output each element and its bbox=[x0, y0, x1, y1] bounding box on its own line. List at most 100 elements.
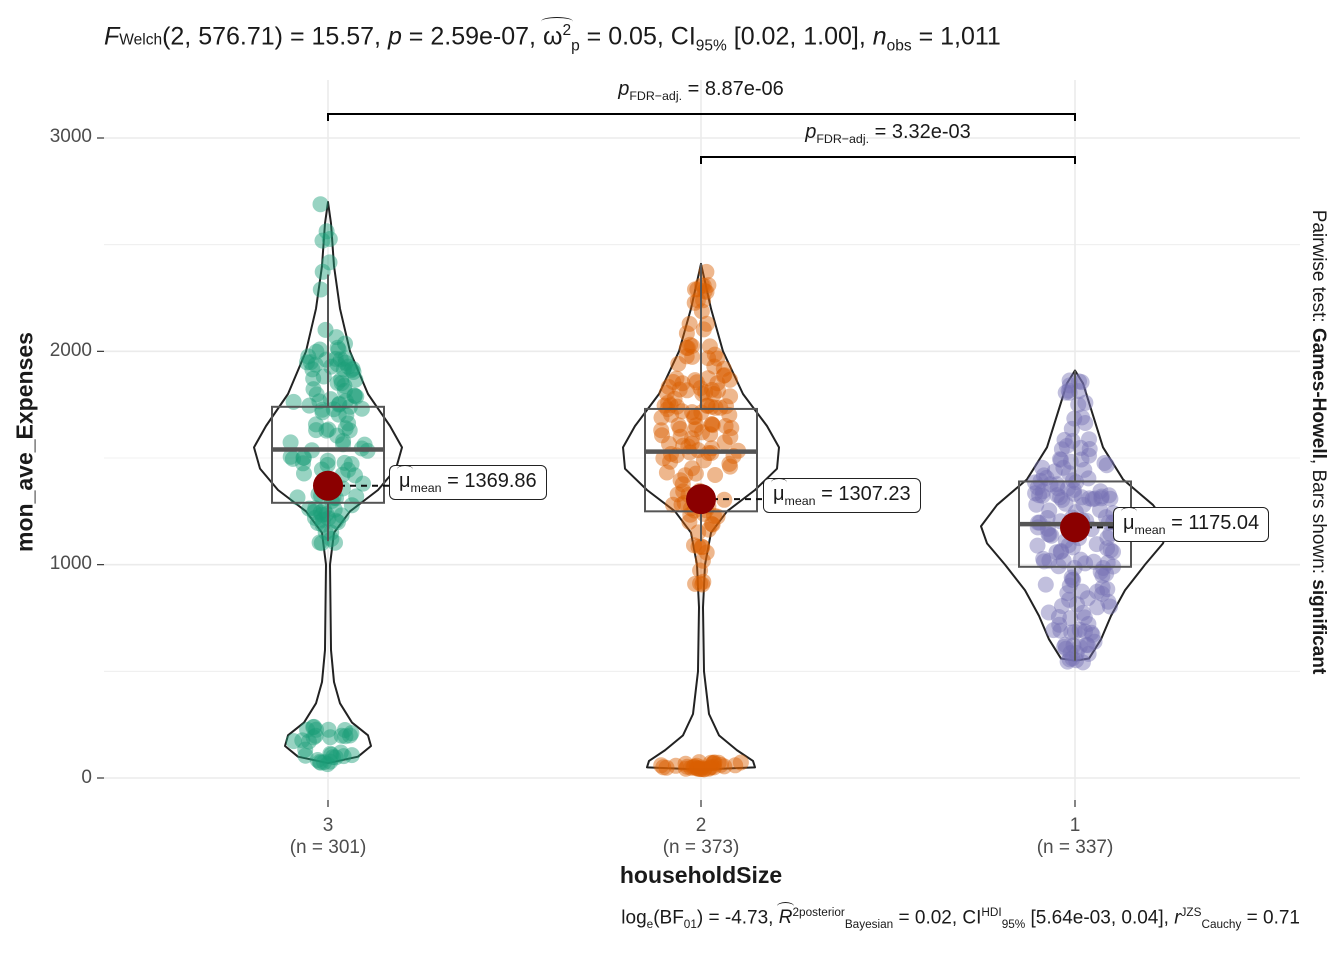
data-point-1 bbox=[1045, 622, 1062, 639]
data-point-3 bbox=[344, 360, 361, 377]
data-point-1 bbox=[1075, 496, 1092, 513]
data-point-3 bbox=[318, 223, 335, 240]
data-point-3 bbox=[337, 393, 354, 409]
data-point-3 bbox=[314, 511, 331, 528]
data-point-3 bbox=[317, 321, 334, 338]
data-point-1 bbox=[1029, 479, 1046, 496]
data-point-2 bbox=[712, 399, 729, 416]
data-point-3 bbox=[333, 507, 350, 524]
data-point-1 bbox=[1057, 640, 1074, 657]
data-point-2 bbox=[663, 406, 680, 423]
data-point-1 bbox=[1084, 491, 1101, 508]
data-point-1 bbox=[1042, 476, 1059, 493]
data-point-2 bbox=[722, 458, 739, 475]
mean-label-1: μmean = 1175.04 bbox=[1113, 507, 1270, 542]
data-point-1 bbox=[1092, 483, 1109, 500]
data-point-2 bbox=[687, 575, 704, 592]
data-point-2 bbox=[666, 390, 683, 407]
data-point-2 bbox=[703, 516, 720, 532]
box-3 bbox=[271, 405, 385, 504]
data-point-3 bbox=[311, 753, 328, 770]
data-point-2 bbox=[681, 315, 698, 332]
data-point-3 bbox=[295, 449, 312, 466]
data-point-1 bbox=[1049, 476, 1066, 493]
data-point-1 bbox=[1057, 495, 1074, 512]
data-point-1 bbox=[1083, 624, 1100, 641]
data-point-1 bbox=[1061, 591, 1078, 608]
data-point-3 bbox=[297, 747, 314, 764]
data-point-1 bbox=[1027, 485, 1044, 502]
data-point-1 bbox=[1074, 604, 1091, 621]
data-point-2 bbox=[709, 508, 726, 525]
data-point-3 bbox=[299, 721, 316, 738]
data-point-2 bbox=[677, 467, 694, 484]
data-point-1 bbox=[1061, 577, 1078, 594]
data-point-2 bbox=[721, 371, 738, 388]
data-point-3 bbox=[329, 427, 346, 444]
data-point-2 bbox=[707, 467, 724, 483]
data-point-1 bbox=[1036, 553, 1052, 570]
bayesian-caption: loge(BF01) = -4.73, R2posteriorBayesian … bbox=[621, 902, 1300, 932]
data-point-2 bbox=[705, 755, 722, 772]
data-point-1 bbox=[1079, 590, 1096, 607]
data-point-2 bbox=[691, 754, 708, 771]
data-point-1 bbox=[1059, 653, 1076, 670]
data-point-2 bbox=[677, 755, 694, 772]
data-point-1 bbox=[1037, 576, 1054, 593]
data-point-2 bbox=[717, 418, 734, 434]
data-point-1 bbox=[1092, 502, 1108, 518]
data-point-1 bbox=[1102, 490, 1119, 507]
data-point-3 bbox=[333, 371, 350, 388]
data-point-1 bbox=[1057, 636, 1074, 653]
x-axis-label: householdSize bbox=[619, 862, 783, 888]
data-point-1 bbox=[1089, 599, 1106, 616]
data-point-2 bbox=[690, 538, 707, 555]
data-point-1 bbox=[1096, 455, 1113, 471]
data-point-2 bbox=[653, 422, 670, 439]
data-point-3 bbox=[335, 433, 352, 449]
data-point-1 bbox=[1054, 598, 1070, 614]
data-point-2 bbox=[669, 486, 686, 503]
data-point-1 bbox=[1052, 451, 1068, 468]
data-point-3 bbox=[314, 263, 331, 280]
data-point-3 bbox=[314, 506, 331, 523]
data-point-2 bbox=[706, 759, 723, 776]
data-point-3 bbox=[343, 725, 360, 742]
data-point-2 bbox=[684, 460, 701, 477]
data-point-2 bbox=[701, 759, 718, 776]
data-point-2 bbox=[679, 758, 696, 775]
data-point-2 bbox=[701, 338, 718, 355]
data-point-2 bbox=[695, 321, 712, 338]
data-point-1 bbox=[1059, 480, 1076, 497]
data-point-3 bbox=[324, 749, 341, 766]
data-point-3 bbox=[319, 756, 336, 773]
data-point-2 bbox=[703, 759, 720, 775]
data-point-2 bbox=[693, 538, 710, 555]
data-point-1 bbox=[1061, 651, 1078, 668]
data-point-3 bbox=[299, 354, 315, 371]
data-point-3 bbox=[295, 449, 312, 466]
data-point-2 bbox=[704, 516, 721, 533]
data-point-2 bbox=[700, 760, 717, 777]
data-point-1 bbox=[1055, 459, 1072, 476]
data-point-2 bbox=[668, 370, 685, 387]
data-point-3 bbox=[340, 461, 357, 478]
data-point-3 bbox=[341, 422, 358, 439]
data-point-3 bbox=[330, 341, 347, 358]
data-point-3 bbox=[337, 420, 354, 437]
data-point-3 bbox=[318, 506, 335, 523]
data-point-2 bbox=[706, 754, 723, 771]
comparison-label-3-1: pFDR−adj. = 8.87e-06 bbox=[618, 78, 784, 103]
data-point-1 bbox=[1064, 650, 1081, 667]
data-point-2 bbox=[671, 381, 688, 398]
data-point-2 bbox=[695, 292, 712, 309]
data-point-1 bbox=[1049, 480, 1066, 497]
data-point-3 bbox=[327, 534, 343, 551]
data-point-2 bbox=[672, 420, 689, 437]
data-point-3 bbox=[284, 450, 301, 467]
data-point-3 bbox=[328, 512, 345, 529]
data-point-1 bbox=[1061, 465, 1077, 482]
data-point-3 bbox=[330, 406, 347, 423]
data-point-3 bbox=[328, 329, 345, 346]
